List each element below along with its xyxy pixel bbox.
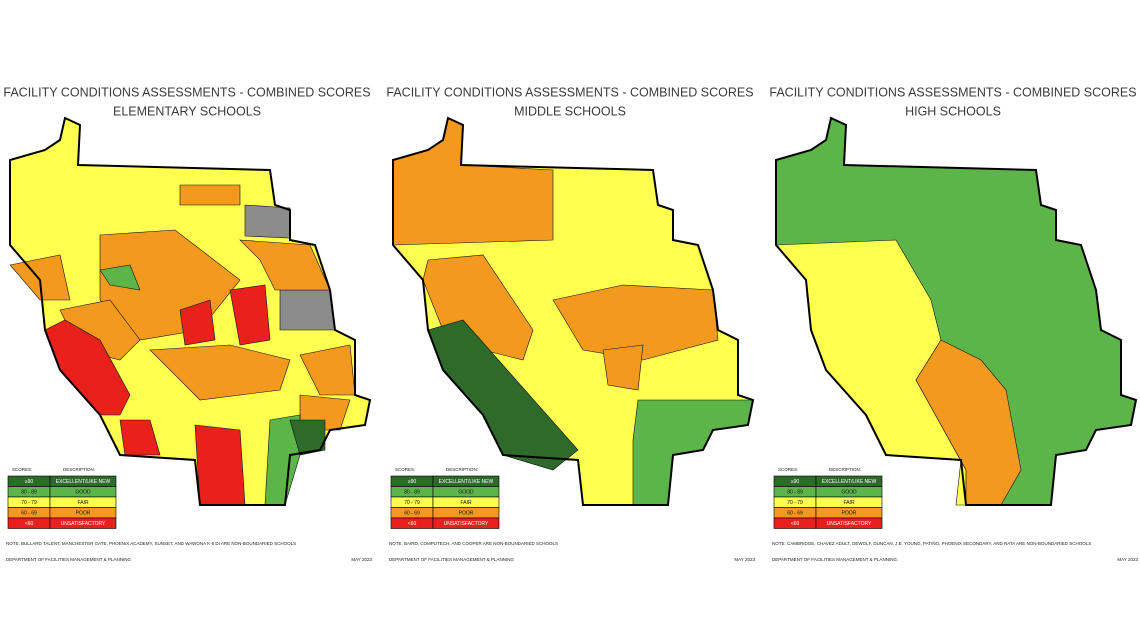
legend-header: SCORES: (12, 467, 32, 472)
legend-swatch (432, 517, 500, 529)
attendance-area (179, 184, 241, 206)
department: DEPARTMENT OF FACILITIES MANAGEMENT & PL… (772, 557, 897, 562)
attendance-area (915, 339, 1022, 506)
legend-header: SCORES: (395, 467, 415, 472)
attendance-area (119, 419, 161, 456)
note: NOTE: BULLARD TALENT, MANCHESTER GATE, P… (6, 541, 296, 546)
legend-range: <60 (408, 521, 417, 527)
legend-description: FAIR (843, 500, 855, 506)
map-subtitle: MIDDLE SCHOOLS (514, 104, 626, 118)
legend-range: <60 (791, 521, 800, 527)
legend-range: 80 - 89 (404, 489, 420, 495)
department: DEPARTMENT OF FACILITIES MANAGEMENT & PL… (6, 557, 131, 562)
date: MAY 2023 (734, 557, 755, 562)
legend-description: UNSATISFACTORY (61, 521, 106, 527)
map-title: FACILITY CONDITIONS ASSESSMENTS - COMBIN… (3, 85, 370, 99)
attendance-area (264, 414, 301, 506)
attendance-area (149, 344, 291, 401)
map-title: FACILITY CONDITIONS ASSESSMENTS - COMBIN… (386, 85, 753, 99)
legend-description: UNSATISFACTORY (827, 521, 872, 527)
department: DEPARTMENT OF FACILITIES MANAGEMENT & PL… (389, 557, 514, 562)
panel: FACILITY CONDITIONS ASSESSMENTS - COMBIN… (3, 85, 372, 562)
legend-swatch (815, 517, 883, 529)
legend-description: GOOD (841, 489, 857, 495)
legend-range: 80 - 89 (787, 489, 803, 495)
legend-header: SCORES: (778, 467, 798, 472)
attendance-area (289, 419, 326, 456)
legend-description: POOR (842, 510, 857, 516)
legend-range: ≥90 (791, 479, 800, 485)
district-map (392, 116, 755, 506)
legend-range: 80 - 89 (21, 489, 37, 495)
date: MAY 2023 (1117, 557, 1138, 562)
legend-description: FAIR (460, 500, 472, 506)
map-outline (775, 116, 1138, 506)
attendance-area (279, 289, 336, 331)
date: MAY 2023 (351, 557, 372, 562)
legend-range: 60 - 69 (404, 510, 420, 516)
legend-description: FAIR (77, 500, 89, 506)
attendance-area (244, 204, 291, 239)
attendance-area (229, 284, 271, 346)
map-outline (392, 116, 755, 506)
note: NOTE: CAMBRIDGE, CHAVEZ ADULT, DEWOLF, D… (772, 540, 1091, 546)
legend-description: EXCELLENT/LIKE NEW (439, 479, 494, 485)
legend-description: POOR (76, 510, 91, 516)
legend-header: DESCRIPTION: (63, 467, 95, 472)
note: NOTE: BAIRD, COMPUTECH, AND COOPER ARE N… (389, 541, 558, 546)
map-title: FACILITY CONDITIONS ASSESSMENTS - COMBIN… (769, 85, 1136, 99)
map-subtitle: ELEMENTARY SCHOOLS (113, 104, 261, 118)
attendance-area (179, 299, 216, 346)
district-map (775, 116, 1138, 506)
attendance-area (602, 344, 644, 391)
district-map (9, 116, 372, 506)
attendance-area (552, 284, 719, 361)
legend-range: ≥90 (408, 479, 417, 485)
map-outline (9, 116, 372, 506)
legend-description: EXCELLENT/LIKE NEW (822, 479, 877, 485)
legend-description: GOOD (458, 489, 474, 495)
legend-range: 60 - 69 (787, 510, 803, 516)
legend-range: 70 - 79 (404, 500, 420, 506)
attendance-area (99, 264, 141, 291)
attendance-area (239, 239, 331, 291)
legend-header: DESCRIPTION: (829, 467, 861, 472)
legend-range: 70 - 79 (787, 500, 803, 506)
legend-header: DESCRIPTION: (446, 467, 478, 472)
legend-range: ≥90 (25, 479, 34, 485)
legend-range: 60 - 69 (21, 510, 37, 516)
attendance-area (194, 424, 246, 506)
legend-range: 70 - 79 (21, 500, 37, 506)
legend-description: GOOD (75, 489, 91, 495)
legend-description: EXCELLENT/LIKE NEW (56, 479, 111, 485)
legend-range: <60 (25, 521, 34, 527)
attendance-area (392, 117, 554, 246)
panel: FACILITY CONDITIONS ASSESSMENTS - COMBIN… (769, 85, 1138, 562)
legend-description: POOR (459, 510, 474, 516)
map-subtitle: HIGH SCHOOLS (905, 104, 1001, 118)
legend-description: UNSATISFACTORY (444, 521, 489, 527)
legend-swatch (49, 517, 117, 529)
panel: FACILITY CONDITIONS ASSESSMENTS - COMBIN… (386, 85, 755, 562)
attendance-area (9, 254, 71, 301)
